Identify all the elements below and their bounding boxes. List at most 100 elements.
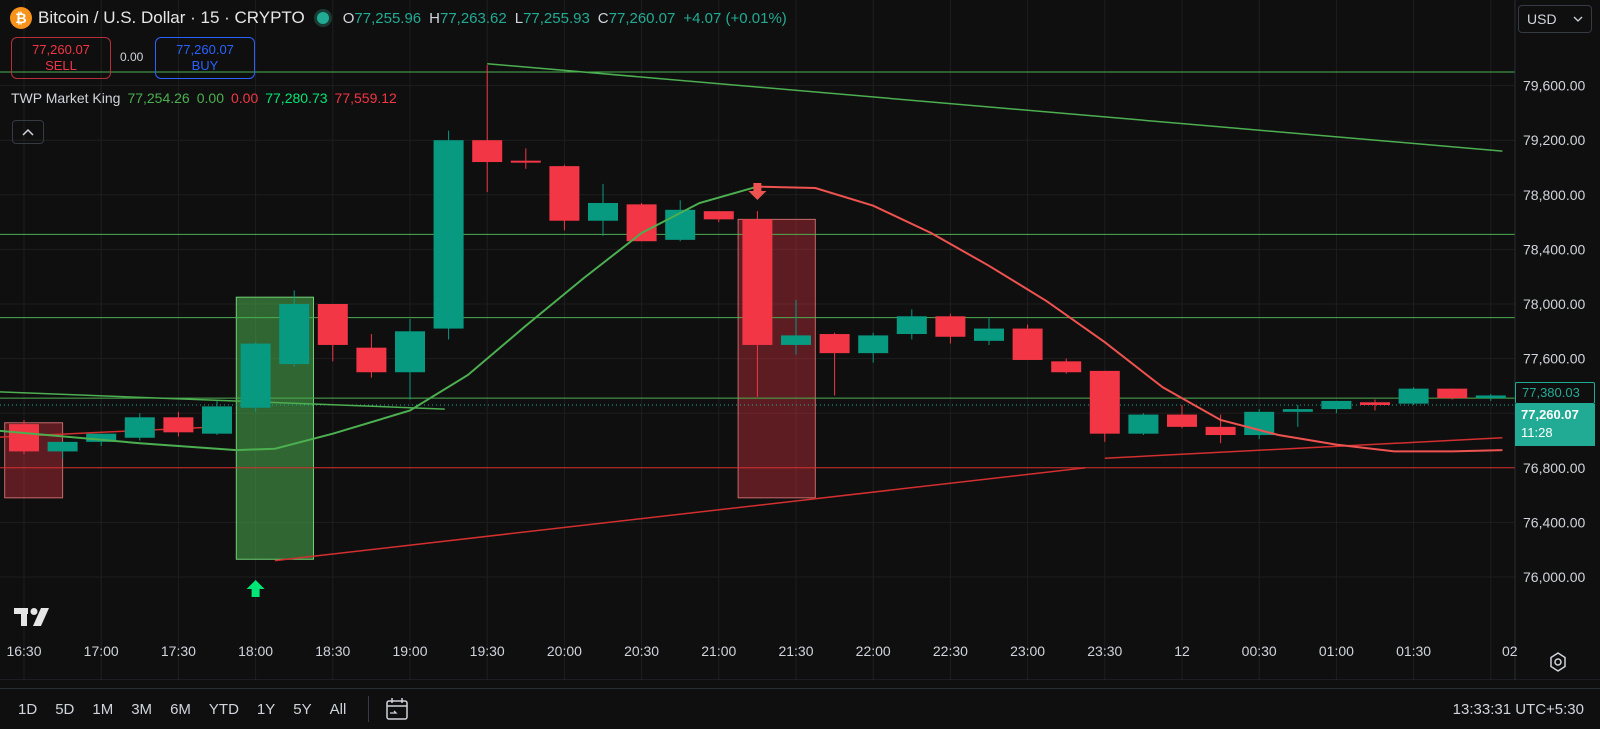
candle-up: [665, 209, 696, 240]
candle-up: [1475, 395, 1506, 399]
price-tick-label: 78,800.00: [1523, 187, 1585, 203]
time-tick-label: 01:30: [1396, 643, 1431, 659]
sell-arrow-icon: [748, 183, 767, 200]
candle-down: [742, 219, 773, 345]
indicator-legend[interactable]: TWP Market King 77,254.26 0.00 0.00 77,2…: [11, 90, 397, 106]
range-3m[interactable]: 3M: [131, 700, 153, 718]
price-tick-label: 76,000.00: [1523, 569, 1585, 585]
time-tick-label: 00:30: [1242, 643, 1277, 659]
range-6m[interactable]: 6M: [170, 700, 191, 718]
price-tick-label: 79,200.00: [1523, 132, 1585, 148]
time-tick-label: 02: [1502, 643, 1518, 659]
time-tick-label: 18:30: [315, 643, 350, 659]
bottom-toolbar: 1D 5D 1M 3M 6M YTD 1Y 5Y All 13:33:31 UT…: [0, 688, 1600, 729]
bar-countdown: 11:28: [1521, 425, 1553, 440]
time-tick-label: 20:00: [547, 643, 582, 659]
candle-down: [1089, 370, 1120, 434]
time-tick-label: 19:30: [470, 643, 505, 659]
level-price-tag: 77,380.03: [1515, 382, 1595, 404]
close-value: 77,260.07: [608, 9, 676, 27]
collapse-legend-button[interactable]: [12, 120, 44, 144]
candle-up: [1398, 388, 1429, 404]
indicator-value-4: 77,280.73: [265, 90, 328, 106]
candle-up: [1128, 414, 1159, 434]
go-to-date-calendar-icon[interactable]: [385, 697, 411, 721]
candle-down: [9, 424, 39, 452]
low-value: 77,255.93: [523, 9, 590, 27]
price-tick-label: 77,600.00: [1523, 351, 1585, 367]
change-value: +4.07 (+0.01%): [683, 9, 787, 27]
tradingview-logo-icon[interactable]: [14, 608, 52, 628]
time-tick-label: 22:30: [933, 643, 968, 659]
time-tick-label: 20:30: [624, 643, 659, 659]
last-price-value: 77,260.07: [1521, 407, 1579, 422]
range-1m[interactable]: 1M: [92, 700, 114, 718]
time-tick-label: 17:00: [84, 643, 119, 659]
time-tick-label: 21:30: [778, 643, 813, 659]
candle-up: [974, 328, 1004, 341]
candle-up: [279, 304, 310, 365]
range-5d[interactable]: 5D: [55, 700, 75, 718]
sell-price: 77,260.07: [32, 42, 90, 57]
indicator-name[interactable]: TWP Market King: [11, 90, 121, 106]
trend-line: [487, 63, 1503, 152]
time-tick-label: 12: [1174, 643, 1190, 659]
low-label: L: [514, 9, 524, 27]
spread-value: 0.00: [120, 50, 144, 64]
candle-down: [510, 160, 541, 163]
indicator-value-2: 0.00: [196, 90, 224, 106]
signal-arrows: [246, 183, 767, 597]
open-label: O: [342, 9, 355, 27]
candle-up: [124, 417, 155, 438]
candle-up: [1244, 411, 1275, 436]
high-value: 77,263.62: [439, 9, 507, 27]
sell-button[interactable]: 77,260.07 SELL: [11, 37, 111, 79]
currency-select[interactable]: USD: [1518, 5, 1592, 33]
open-value: 77,255.96: [354, 9, 422, 27]
buy-price: 77,260.07: [176, 42, 234, 57]
sell-label: SELL: [45, 58, 77, 73]
candle-down: [935, 316, 966, 337]
ma-line-bearish: [757, 185, 1503, 453]
time-tick-label: 23:00: [1010, 643, 1045, 659]
candles: [9, 65, 1506, 459]
candle-down: [819, 334, 850, 354]
time-tick-label: 17:30: [161, 643, 196, 659]
symbol-header: ₿ Bitcoin / U.S. Dollar · 15 · CRYPTO O7…: [10, 6, 787, 30]
candle-down: [1012, 328, 1043, 360]
chevron-up-icon: [22, 128, 34, 136]
candle-up: [1282, 409, 1313, 412]
candle-down: [703, 211, 734, 220]
range-1d[interactable]: 1D: [18, 700, 38, 718]
ma-line-bullish: [0, 185, 758, 452]
candle-up: [1321, 400, 1352, 410]
range-all[interactable]: All: [329, 700, 347, 718]
candle-up: [86, 433, 117, 442]
candle-down: [356, 347, 387, 373]
candle-up: [896, 316, 927, 335]
indicator-value-5: 77,559.12: [334, 90, 397, 106]
market-open-icon: [316, 12, 329, 24]
candle-down: [472, 140, 503, 163]
range-1y[interactable]: 1Y: [256, 700, 276, 718]
currency-label: USD: [1527, 11, 1557, 27]
indicator-value-3: 0.00: [230, 90, 259, 106]
toolbar-divider: [368, 696, 370, 722]
buy-button[interactable]: 77,260.07 BUY: [155, 37, 255, 79]
high-label: H: [429, 9, 440, 27]
trend-line: [1104, 437, 1503, 459]
range-ytd[interactable]: YTD: [208, 700, 239, 718]
candle-down: [1167, 414, 1197, 427]
symbol-title[interactable]: Bitcoin / U.S. Dollar · 15 · CRYPTO: [38, 8, 305, 27]
clock-timezone[interactable]: 13:33:31 UTC+5:30: [1452, 700, 1584, 718]
settings-gear-icon[interactable]: [1548, 652, 1568, 672]
price-tick-label: 79,600.00: [1523, 78, 1585, 94]
range-5y[interactable]: 5Y: [293, 700, 312, 718]
indicator-value-1: 77,254.26: [127, 90, 190, 106]
candle-down: [163, 417, 194, 433]
close-label: C: [597, 9, 609, 27]
time-axis[interactable]: 16:30 17:00 17:30 18:00 18:30 19:00 19:30 20:00…: [6, 643, 1517, 659]
moving-average-line: [0, 185, 1503, 453]
price-tick-label: 78,000.00: [1523, 296, 1585, 312]
time-tick-label: 01:00: [1319, 643, 1354, 659]
